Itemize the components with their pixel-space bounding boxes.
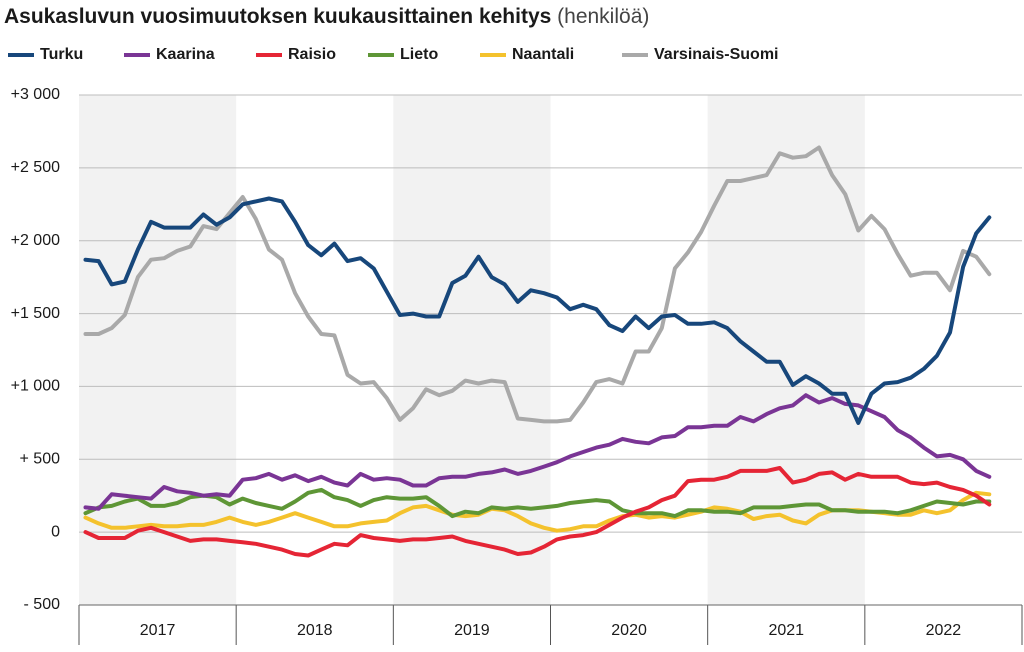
x-tick-label: 2020	[611, 622, 647, 639]
y-tick-label: +2 500	[11, 159, 60, 176]
legend-label: Kaarina	[156, 46, 215, 63]
title-text: Asukasluvun vuosimuutoksen kuukausittain…	[4, 5, 551, 28]
legend-label: Lieto	[400, 46, 438, 63]
y-tick-label: +3 000	[11, 86, 60, 103]
series-line	[83, 196, 992, 425]
series-line	[83, 145, 992, 424]
series-line	[83, 393, 992, 511]
x-tick-label: 2017	[140, 622, 176, 639]
year-band	[393, 95, 551, 605]
y-tick-label: +1 500	[11, 305, 60, 322]
y-tick-label: 0	[51, 523, 60, 540]
x-tick-label: 2018	[297, 622, 333, 639]
x-tick-label: 2022	[926, 622, 962, 639]
year-band	[707, 95, 865, 605]
series-line	[83, 466, 992, 558]
x-tick-label: 2019	[454, 622, 490, 639]
legend-label: Turku	[40, 46, 83, 63]
y-tick-label: - 500	[24, 596, 61, 613]
x-tick-label: 2021	[768, 622, 804, 639]
year-band	[79, 95, 237, 605]
year-bands	[79, 95, 865, 605]
legend-label: Varsinais-Suomi	[654, 46, 779, 63]
subtitle-text: (henkilöä)	[557, 5, 649, 28]
legend-label: Raisio	[288, 46, 336, 63]
y-tick-label: +1 000	[11, 378, 60, 395]
y-tick-label: + 500	[20, 451, 61, 468]
series-line	[83, 487, 992, 519]
legend-label: Naantali	[512, 46, 574, 63]
chart-title: Asukasluvun vuosimuutoksen kuukausittain…	[4, 5, 649, 28]
y-tick-label: +2 000	[11, 232, 60, 249]
